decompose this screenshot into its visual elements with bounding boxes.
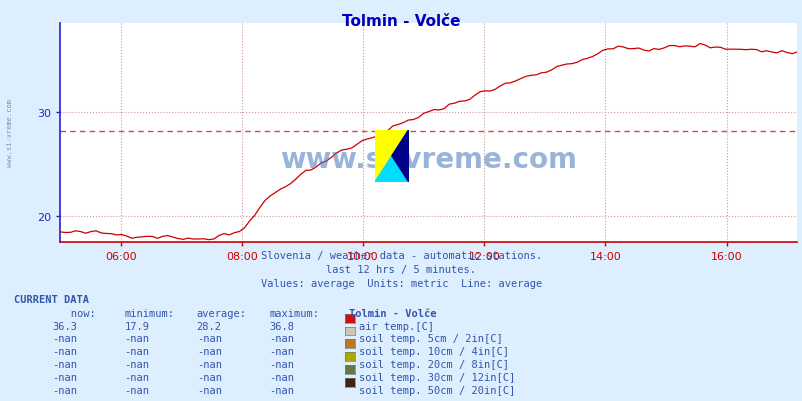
Text: Values: average  Units: metric  Line: average: Values: average Units: metric Line: aver… [261,279,541,289]
Text: 36.8: 36.8 [269,321,294,331]
Text: -nan: -nan [52,346,77,356]
Text: -nan: -nan [196,346,221,356]
Polygon shape [391,130,408,182]
Text: last 12 hrs / 5 minutes.: last 12 hrs / 5 minutes. [326,265,476,275]
Text: -nan: -nan [269,372,294,382]
Text: soil temp. 5cm / 2in[C]: soil temp. 5cm / 2in[C] [358,334,502,344]
Text: -nan: -nan [124,334,149,344]
Text: 17.9: 17.9 [124,321,149,331]
Text: -nan: -nan [52,372,77,382]
Text: -nan: -nan [196,385,221,395]
Text: -nan: -nan [124,372,149,382]
Text: -nan: -nan [52,385,77,395]
Text: soil temp. 10cm / 4in[C]: soil temp. 10cm / 4in[C] [358,346,508,356]
Text: -nan: -nan [124,385,149,395]
Text: -nan: -nan [124,346,149,356]
Text: -nan: -nan [196,372,221,382]
Polygon shape [375,130,408,182]
Text: now:: now: [52,308,95,318]
Text: -nan: -nan [269,346,294,356]
Text: -nan: -nan [269,334,294,344]
Text: minimum:: minimum: [124,308,174,318]
Text: -nan: -nan [269,385,294,395]
Polygon shape [375,130,408,182]
Text: -nan: -nan [196,334,221,344]
Text: -nan: -nan [52,359,77,369]
Text: www.si-vreme.com: www.si-vreme.com [280,146,577,174]
Text: Tolmin - Volče: Tolmin - Volče [349,308,436,318]
Text: Tolmin - Volče: Tolmin - Volče [342,14,460,29]
Text: Slovenia / weather data - automatic stations.: Slovenia / weather data - automatic stat… [261,251,541,261]
Text: -nan: -nan [196,359,221,369]
Text: -nan: -nan [269,359,294,369]
Text: -nan: -nan [52,334,77,344]
Text: -nan: -nan [124,359,149,369]
Text: www.si-vreme.com: www.si-vreme.com [7,98,14,166]
Text: average:: average: [196,308,246,318]
Text: soil temp. 30cm / 12in[C]: soil temp. 30cm / 12in[C] [358,372,515,382]
Text: CURRENT DATA: CURRENT DATA [14,295,89,305]
Text: 36.3: 36.3 [52,321,77,331]
Text: maximum:: maximum: [269,308,318,318]
Text: 28.2: 28.2 [196,321,221,331]
Text: soil temp. 20cm / 8in[C]: soil temp. 20cm / 8in[C] [358,359,508,369]
Text: soil temp. 50cm / 20in[C]: soil temp. 50cm / 20in[C] [358,385,515,395]
Text: air temp.[C]: air temp.[C] [358,321,433,331]
